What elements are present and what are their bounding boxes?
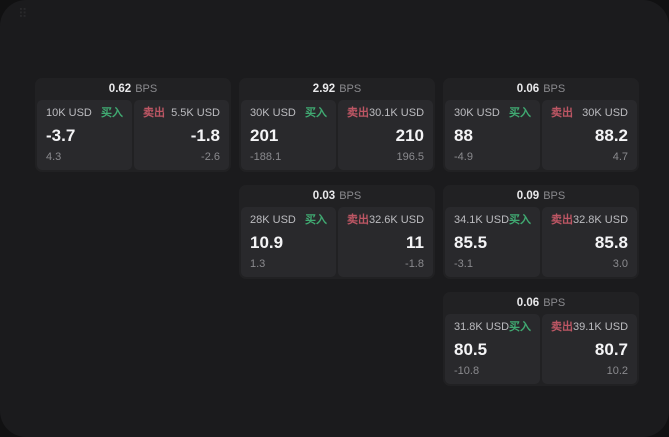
grid-handle-icon[interactable]: ⠿: [18, 6, 29, 21]
sell-amount: 5.5K USD: [171, 107, 220, 119]
sell-cell[interactable]: 卖出 30.1K USD 210 196.5: [338, 100, 433, 170]
card-header: 0.09 BPS: [443, 185, 639, 207]
card-header: 0.06 BPS: [443, 292, 639, 314]
sell-amount: 32.8K USD: [573, 214, 629, 226]
sell-amount: 39.1K USD: [573, 321, 629, 333]
buy-cell[interactable]: 28K USD 买入 10.9 1.3: [241, 207, 336, 277]
quote-card: 0.62 BPS 10K USD 买入 -3.7 4.3 卖出 5.5K USD…: [35, 78, 231, 172]
bps-unit-label: BPS: [339, 83, 362, 95]
bps-value: 0.06: [516, 297, 540, 309]
buy-cell[interactable]: 30K USD 买入 88 -4.9: [445, 100, 540, 170]
buy-tag: 买入: [101, 107, 123, 119]
buy-amount: 28K USD: [250, 214, 296, 226]
quote-cells: 28K USD 买入 10.9 1.3 卖出 32.6K USD 11 -1.8: [239, 207, 435, 279]
buy-sub-value: -3.1: [454, 258, 473, 270]
quote-cells: 30K USD 买入 201 -188.1 卖出 30.1K USD 210 1…: [239, 100, 435, 172]
bps-unit-label: BPS: [543, 83, 566, 95]
card-header: 2.92 BPS: [239, 78, 435, 100]
sell-tag: 卖出: [347, 214, 369, 226]
sell-price: -1.8: [190, 126, 220, 145]
quote-cells: 30K USD 买入 88 -4.9 卖出 30K USD 88.2 4.7: [443, 100, 639, 172]
sell-price: 80.7: [594, 340, 628, 359]
bps-value: 0.03: [312, 190, 336, 202]
buy-tag: 买入: [509, 214, 532, 226]
buy-price: 88: [454, 126, 473, 145]
buy-price: 10.9: [250, 233, 284, 252]
sell-amount: 30.1K USD: [369, 107, 425, 119]
sell-tag: 卖出: [551, 107, 573, 119]
quote-card: 2.92 BPS 30K USD 买入 201 -188.1 卖出 30.1K …: [239, 78, 435, 172]
sell-cell[interactable]: 卖出 39.1K USD 80.7 10.2: [542, 314, 637, 384]
bps-value: 0.09: [516, 190, 540, 202]
buy-sub-value: 1.3: [250, 258, 266, 270]
sell-sub-value: 10.2: [606, 365, 628, 377]
buy-sub-value: -4.9: [454, 151, 473, 163]
quote-card: 0.03 BPS 28K USD 买入 10.9 1.3 卖出 32.6K US…: [239, 185, 435, 279]
buy-amount: 34.1K USD: [454, 214, 510, 226]
sell-tag: 卖出: [551, 214, 573, 226]
quote-cells: 34.1K USD 买入 85.5 -3.1 卖出 32.8K USD 85.8…: [443, 207, 639, 279]
bps-unit-label: BPS: [135, 83, 158, 95]
card-header: 0.03 BPS: [239, 185, 435, 207]
buy-sub-value: 4.3: [46, 151, 62, 163]
sell-amount: 30K USD: [582, 107, 628, 119]
buy-cell[interactable]: 31.8K USD 买入 80.5 -10.8: [445, 314, 540, 384]
quote-card: 0.06 BPS 30K USD 买入 88 -4.9 卖出 30K USD 8…: [443, 78, 639, 172]
buy-price: -3.7: [46, 126, 76, 145]
buy-price: 80.5: [454, 340, 488, 359]
bps-unit-label: BPS: [339, 190, 362, 202]
buy-tag: 买入: [305, 214, 327, 226]
sell-tag: 卖出: [143, 107, 165, 119]
sell-amount: 32.6K USD: [369, 214, 425, 226]
quote-cells: 10K USD 买入 -3.7 4.3 卖出 5.5K USD -1.8 -2.…: [35, 100, 231, 172]
buy-price: 201: [250, 126, 279, 145]
sell-cell[interactable]: 卖出 32.6K USD 11 -1.8: [338, 207, 433, 277]
sell-tag: 卖出: [347, 107, 369, 119]
buy-amount: 30K USD: [250, 107, 296, 119]
buy-amount: 30K USD: [454, 107, 500, 119]
bps-value: 2.92: [312, 83, 336, 95]
sell-sub-value: 4.7: [612, 151, 628, 163]
sell-sub-value: -1.8: [405, 258, 424, 270]
sell-cell[interactable]: 卖出 30K USD 88.2 4.7: [542, 100, 637, 170]
sell-price: 210: [395, 126, 424, 145]
buy-cell[interactable]: 10K USD 买入 -3.7 4.3: [37, 100, 132, 170]
buy-price: 85.5: [454, 233, 488, 252]
buy-amount: 31.8K USD: [454, 321, 510, 333]
buy-sub-value: -10.8: [454, 365, 480, 377]
sell-price: 88.2: [594, 126, 628, 145]
buy-tag: 买入: [305, 107, 327, 119]
bps-unit-label: BPS: [543, 297, 566, 309]
sell-price: 85.8: [594, 233, 628, 252]
sell-tag: 卖出: [551, 321, 573, 333]
buy-sub-value: -188.1: [250, 151, 282, 163]
sell-sub-value: -2.6: [201, 151, 220, 163]
bps-value: 0.06: [516, 83, 540, 95]
buy-amount: 10K USD: [46, 107, 92, 119]
card-header: 0.06 BPS: [443, 78, 639, 100]
bps-value: 0.62: [108, 83, 132, 95]
sell-sub-value: 196.5: [396, 151, 424, 163]
quote-cells: 31.8K USD 买入 80.5 -10.8 卖出 39.1K USD 80.…: [443, 314, 639, 386]
quote-card: 0.06 BPS 31.8K USD 买入 80.5 -10.8 卖出 39.1…: [443, 292, 639, 386]
buy-cell[interactable]: 34.1K USD 买入 85.5 -3.1: [445, 207, 540, 277]
card-header: 0.62 BPS: [35, 78, 231, 100]
quote-card: 0.09 BPS 34.1K USD 买入 85.5 -3.1 卖出 32.8K…: [443, 185, 639, 279]
buy-cell[interactable]: 30K USD 买入 201 -188.1: [241, 100, 336, 170]
buy-tag: 买入: [509, 321, 532, 333]
bps-unit-label: BPS: [543, 190, 566, 202]
sell-sub-value: 3.0: [612, 258, 628, 270]
buy-tag: 买入: [509, 107, 531, 119]
sell-cell[interactable]: 卖出 32.8K USD 85.8 3.0: [542, 207, 637, 277]
sell-cell[interactable]: 卖出 5.5K USD -1.8 -2.6: [134, 100, 229, 170]
sell-price: 11: [406, 233, 424, 252]
